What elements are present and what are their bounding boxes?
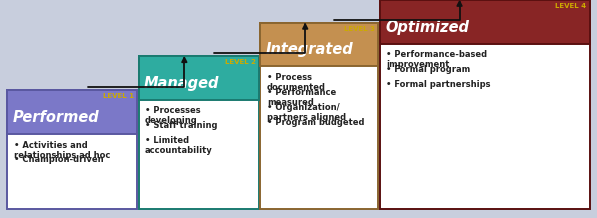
- Text: • Formal partnerships: • Formal partnerships: [386, 80, 491, 89]
- Bar: [260, 23, 378, 66]
- Text: • Activities and
relationships ad hoc: • Activities and relationships ad hoc: [14, 141, 110, 160]
- Text: • Organization/
partners aligned: • Organization/ partners aligned: [267, 103, 346, 122]
- Text: • Champion-driven: • Champion-driven: [14, 155, 103, 164]
- Text: LEVEL 1: LEVEL 1: [103, 93, 134, 99]
- Bar: [7, 90, 137, 134]
- Text: • Program budgeted: • Program budgeted: [267, 118, 364, 126]
- Text: • Limited
accountability: • Limited accountability: [145, 136, 213, 155]
- Bar: [380, 0, 590, 44]
- Text: • Formal program: • Formal program: [386, 65, 470, 74]
- Text: • Staff training: • Staff training: [145, 121, 217, 130]
- Text: • Processes
developing: • Processes developing: [145, 106, 201, 125]
- Text: Integrated: Integrated: [266, 43, 353, 57]
- Text: Optimized: Optimized: [385, 20, 469, 34]
- Text: • Performance
measured: • Performance measured: [267, 88, 336, 107]
- Bar: [139, 56, 259, 100]
- Text: LEVEL 4: LEVEL 4: [555, 3, 586, 9]
- Bar: [139, 56, 259, 209]
- Text: • Performance-based
improvement: • Performance-based improvement: [386, 50, 487, 69]
- Text: • Process
documented: • Process documented: [267, 73, 326, 92]
- Text: Managed: Managed: [144, 76, 219, 91]
- Bar: [260, 23, 378, 209]
- Bar: [7, 90, 137, 209]
- Text: Performed: Performed: [13, 110, 99, 125]
- Text: LEVEL 2: LEVEL 2: [224, 59, 256, 65]
- Bar: [380, 0, 590, 209]
- Text: LEVEL 3: LEVEL 3: [344, 26, 375, 32]
